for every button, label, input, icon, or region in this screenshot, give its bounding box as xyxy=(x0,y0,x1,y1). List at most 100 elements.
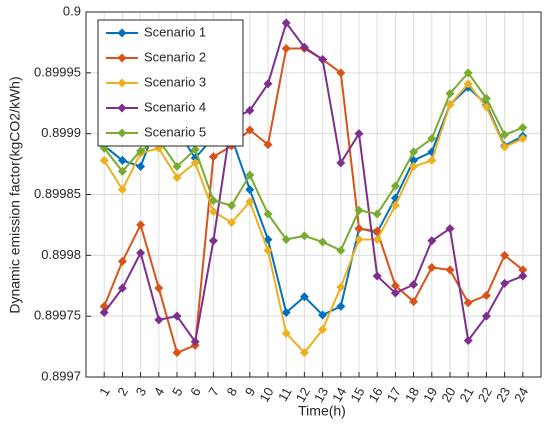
data-point xyxy=(117,185,127,195)
y-tick-label: 0.8997 xyxy=(41,368,81,383)
data-point xyxy=(227,200,237,210)
x-tick-label: 16 xyxy=(366,385,386,405)
data-point xyxy=(390,288,400,298)
data-point xyxy=(390,281,400,291)
data-point xyxy=(500,142,510,152)
data-point xyxy=(117,155,127,165)
x-tick-label: 11 xyxy=(275,385,295,404)
data-point xyxy=(427,155,437,165)
x-tick-label: 14 xyxy=(329,385,349,405)
x-tick-label: 17 xyxy=(384,385,404,405)
data-point xyxy=(154,315,164,325)
x-tick-label: 15 xyxy=(347,385,367,405)
data-point xyxy=(281,44,291,53)
data-point xyxy=(354,235,364,245)
data-point xyxy=(281,308,291,318)
x-tick-label: 7 xyxy=(205,385,222,399)
x-tick-label: 2 xyxy=(114,385,131,399)
x-tick-label: 23 xyxy=(493,385,513,405)
legend-label: Scenario 5 xyxy=(144,124,206,139)
data-point xyxy=(427,134,437,144)
data-point xyxy=(463,68,473,78)
data-point xyxy=(263,140,273,150)
x-tick-label: 21 xyxy=(457,385,477,405)
data-point xyxy=(445,224,455,234)
data-point xyxy=(409,147,419,157)
x-tick-label: 10 xyxy=(256,385,276,405)
data-point xyxy=(445,99,455,109)
data-point xyxy=(518,265,528,275)
data-point xyxy=(481,290,491,300)
x-tick-label: 3 xyxy=(133,385,150,399)
legend: Scenario 1 Scenario 2 Scenario 3 Scenario 4… xyxy=(97,19,244,147)
x-tick-label: 6 xyxy=(187,385,204,399)
data-point xyxy=(318,310,328,320)
y-axis-label: Dynamic emission factor(kgCO2/kWh) xyxy=(7,76,23,313)
legend-marker xyxy=(117,28,127,38)
data-point xyxy=(136,248,146,258)
data-point xyxy=(190,337,200,347)
data-point xyxy=(263,245,273,255)
data-point xyxy=(245,197,255,207)
x-axis-label: Time(h) xyxy=(298,403,346,419)
data-point xyxy=(463,336,473,345)
data-point xyxy=(336,282,346,292)
data-point xyxy=(463,298,473,308)
legend-marker xyxy=(117,53,127,63)
y-tick-label: 0.8998 xyxy=(41,247,81,262)
data-point xyxy=(245,106,255,116)
data-point xyxy=(372,209,382,219)
x-tick-label: 20 xyxy=(438,385,458,405)
data-point xyxy=(518,134,528,144)
data-point xyxy=(299,231,309,241)
data-point xyxy=(318,237,328,247)
data-point xyxy=(117,166,127,176)
data-point xyxy=(136,220,146,230)
data-point xyxy=(245,170,255,180)
x-tick-label: 5 xyxy=(169,385,186,399)
data-point xyxy=(372,235,382,245)
data-point xyxy=(245,185,255,195)
data-point xyxy=(354,129,364,139)
data-point xyxy=(390,200,400,210)
data-point xyxy=(445,89,455,99)
data-point xyxy=(208,236,218,246)
data-point xyxy=(354,224,364,234)
data-point xyxy=(427,236,437,246)
data-point xyxy=(263,79,273,89)
data-point xyxy=(117,256,127,266)
data-point xyxy=(445,265,455,275)
data-point xyxy=(136,146,146,156)
y-tick-label: 0.89995 xyxy=(34,64,81,79)
x-tick-label: 22 xyxy=(475,385,495,405)
data-point xyxy=(99,308,109,318)
series-line xyxy=(103,82,524,355)
data-point xyxy=(227,217,237,227)
data-point xyxy=(136,162,146,172)
data-point xyxy=(299,292,309,302)
x-tick-label: 13 xyxy=(311,385,331,405)
data-point xyxy=(190,158,200,168)
data-point xyxy=(481,311,491,321)
legend-label: Scenario 4 xyxy=(144,99,206,114)
data-point xyxy=(336,68,346,78)
legend-marker xyxy=(117,128,127,138)
data-point xyxy=(245,125,255,135)
data-point xyxy=(281,328,291,338)
x-tick-label: 1 xyxy=(96,385,113,399)
legend-marker xyxy=(117,103,127,113)
data-point xyxy=(336,245,346,255)
data-point xyxy=(99,155,109,165)
x-tick-label: 8 xyxy=(224,385,241,399)
x-tick-label: 12 xyxy=(293,385,313,405)
data-point xyxy=(518,271,528,281)
data-point xyxy=(318,325,328,335)
data-point xyxy=(172,311,182,321)
x-tick-label: 4 xyxy=(151,385,168,399)
data-point xyxy=(481,93,491,103)
y-tick-label: 0.89985 xyxy=(34,186,81,201)
data-point xyxy=(172,162,182,172)
x-tick-label: 24 xyxy=(511,385,531,405)
data-point xyxy=(409,280,419,290)
data-point xyxy=(281,235,291,245)
